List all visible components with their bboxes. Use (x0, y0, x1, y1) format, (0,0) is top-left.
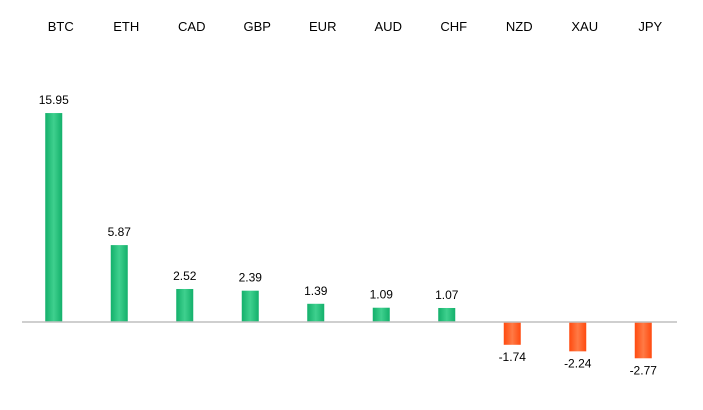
bar-aud (372, 307, 390, 322)
bar-btc (45, 113, 63, 323)
value-label-cad: 2.52 (173, 269, 197, 283)
bar-chf (438, 307, 456, 322)
bar-xau (569, 322, 587, 352)
bar-gbp (241, 290, 259, 322)
value-label-aud: 1.09 (370, 288, 394, 302)
bars (45, 113, 652, 359)
value-label-jpy: -2.77 (630, 363, 658, 377)
value-label-btc: 15.95 (39, 93, 69, 107)
category-label-aud: AUD (375, 19, 402, 34)
category-label-jpy: JPY (638, 19, 662, 34)
category-label-chf: CHF (440, 19, 467, 34)
category-label-eth: ETH (113, 19, 139, 34)
bar-eth (110, 245, 128, 322)
bar-eur (307, 303, 325, 322)
category-label-xau: XAU (571, 19, 598, 34)
bar-nzd (503, 322, 521, 345)
value-labels: 15.95 5.87 2.52 2.39 1.39 1.09 1.07 -1.74 -2.24 -… (39, 93, 658, 377)
bar-jpy (634, 322, 652, 359)
value-label-eur: 1.39 (304, 284, 328, 298)
category-label-gbp: GBP (244, 19, 271, 34)
category-label-nzd: NZD (506, 19, 533, 34)
category-label-eur: EUR (309, 19, 336, 34)
value-label-chf: 1.07 (435, 288, 459, 302)
value-label-xau: -2.24 (564, 356, 592, 370)
value-label-gbp: 2.39 (239, 271, 263, 285)
value-label-nzd: -1.74 (499, 350, 527, 364)
bar-cad (176, 288, 194, 322)
value-label-eth: 5.87 (108, 225, 132, 239)
category-label-cad: CAD (178, 19, 205, 34)
category-label-btc: BTC (48, 19, 74, 34)
category-labels: BTC ETH CAD GBP EUR AUD CHF NZD XAU JPY (48, 19, 663, 34)
